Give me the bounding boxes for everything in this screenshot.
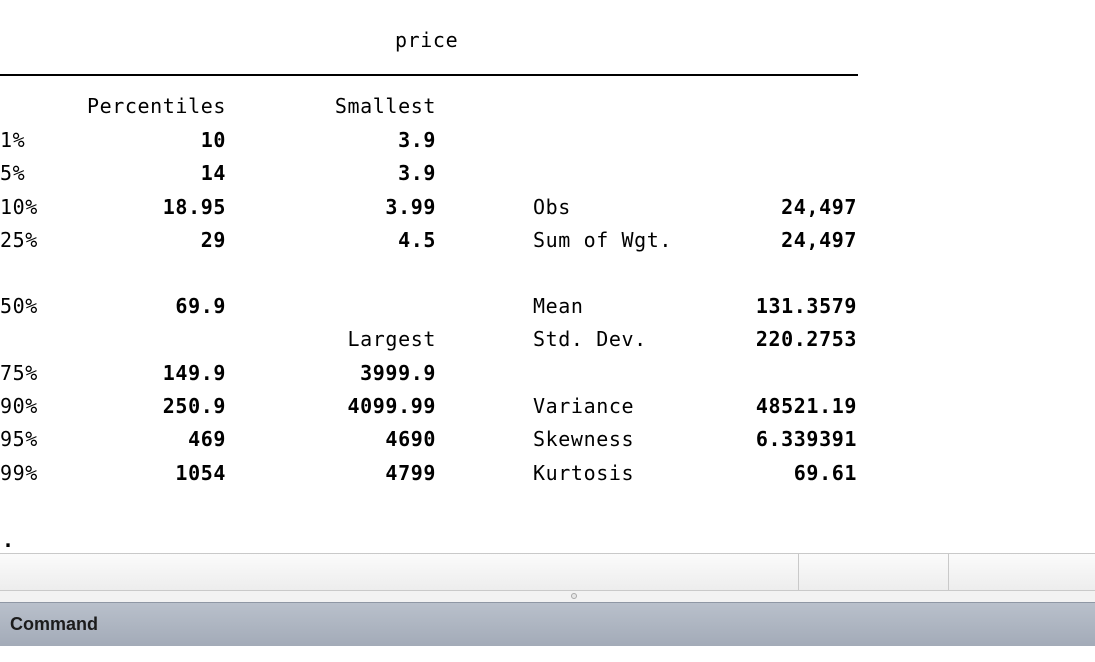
largest-header: Largest <box>347 327 436 351</box>
percentile-value: 14 <box>200 161 226 185</box>
percentile-value: 69.9 <box>175 294 226 318</box>
smallest-value: 3.9 <box>398 161 436 185</box>
header-rule <box>0 74 858 76</box>
stat-value-kurtosis: 69.61 <box>793 461 857 485</box>
percentile-label: 50% <box>0 294 38 318</box>
percentile-value: 1054 <box>175 461 226 485</box>
stat-value-variance: 48521.19 <box>755 394 857 418</box>
stat-label-mean: Mean <box>533 294 584 318</box>
variable-name: price <box>395 28 459 52</box>
percentile-label: 25% <box>0 228 38 252</box>
stat-label-obs: Obs <box>533 195 571 219</box>
percentile-label: 75% <box>0 361 38 385</box>
results-window: price Percentiles Smallest 1% 10 3.9 5% … <box>0 28 858 552</box>
status-bar <box>0 553 1095 591</box>
percentile-value: 149.9 <box>162 361 226 385</box>
stat-label-kurtosis: Kurtosis <box>533 461 635 485</box>
command-panel-title: Command <box>10 614 99 634</box>
command-panel-header: Command <box>0 602 1095 646</box>
percentile-value: 18.95 <box>162 195 226 219</box>
status-field <box>948 554 1095 590</box>
stat-value-std-dev: 220.2753 <box>755 327 857 351</box>
status-field <box>798 554 948 590</box>
stat-value-sum-of-wgt: 24,497 <box>781 228 857 252</box>
stat-value-obs: 24,497 <box>781 195 857 219</box>
splitter-handle-icon[interactable] <box>571 593 577 599</box>
stat-label-sum-of-wgt: Sum of Wgt. <box>533 228 673 252</box>
percentile-label: 1% <box>0 128 26 152</box>
results-prompt: . <box>2 528 15 552</box>
percentile-value: 469 <box>188 427 226 451</box>
largest-value: 3999.9 <box>360 361 436 385</box>
stat-label-variance: Variance <box>533 394 635 418</box>
smallest-value: 3.99 <box>385 195 436 219</box>
percentile-label: 10% <box>0 195 38 219</box>
pane-splitter[interactable] <box>0 591 1095 602</box>
stat-value-skewness: 6.339391 <box>755 427 857 451</box>
smallest-value: 3.9 <box>398 128 436 152</box>
largest-value: 4099.99 <box>347 394 436 418</box>
largest-value: 4799 <box>385 461 436 485</box>
percentile-value: 29 <box>200 228 226 252</box>
smallest-value: 4.5 <box>398 228 436 252</box>
percentile-value: 10 <box>200 128 226 152</box>
stat-value-mean: 131.3579 <box>755 294 857 318</box>
stat-label-std-dev: Std. Dev. <box>533 327 647 351</box>
smallest-header: Smallest <box>334 94 436 118</box>
percentile-label: 95% <box>0 427 38 451</box>
percentile-label: 5% <box>0 161 26 185</box>
percentile-value: 250.9 <box>162 394 226 418</box>
percentile-label: 90% <box>0 394 38 418</box>
stat-label-skewness: Skewness <box>533 427 635 451</box>
percentiles-header: Percentiles <box>86 94 226 118</box>
largest-value: 4690 <box>385 427 436 451</box>
percentile-label: 99% <box>0 461 38 485</box>
command-input[interactable] <box>0 646 1095 662</box>
